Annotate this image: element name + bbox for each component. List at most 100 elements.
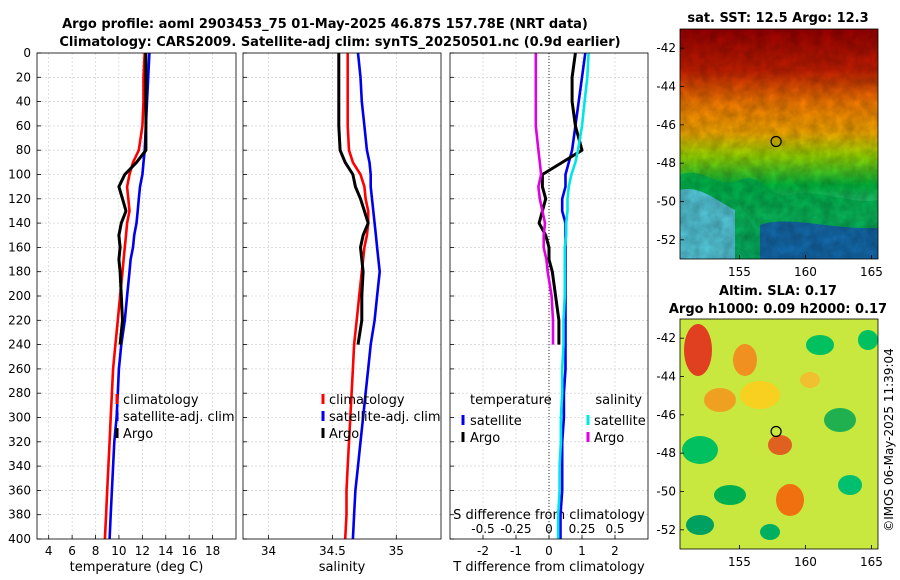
secondary-tick-label: -0.25 xyxy=(500,522,531,536)
plot-frame xyxy=(242,52,442,540)
map-x-tick-label: 165 xyxy=(860,265,883,279)
secondary-axis-label: S difference from climatology xyxy=(453,508,645,523)
x-axis-label: T difference from climatology xyxy=(452,560,645,575)
legend-label: Argo xyxy=(329,427,359,442)
map-y-tick-label: -42 xyxy=(656,41,676,55)
y-tick-label: 220 xyxy=(8,313,31,327)
series-line-s-satellite xyxy=(556,52,590,539)
sla-blob xyxy=(682,436,718,464)
sst-map-frame xyxy=(679,28,879,260)
series-line-s-argo xyxy=(534,53,555,345)
x-tick-label: 12 xyxy=(135,544,150,558)
map-y-tick-label: -48 xyxy=(656,446,676,460)
series-line-climatology xyxy=(343,53,370,540)
map-x-tick-label: 155 xyxy=(728,265,751,279)
legend-label: Argo xyxy=(470,431,500,446)
x-tick-label: 6 xyxy=(68,544,76,558)
y-tick-label: 100 xyxy=(8,168,31,182)
x-axis-label: salinity xyxy=(319,560,366,575)
x-tick-label: 16 xyxy=(182,544,197,558)
difference-panel: -2 -1 0 1 2 T difference from climatology S di… xyxy=(449,52,649,575)
sla-blob xyxy=(733,344,757,376)
sla-map-field xyxy=(680,319,878,549)
salinity-panel: 34 34.5 35 salinity climatology satellite-adj… xyxy=(242,52,442,575)
legend-title-salinity: salinity xyxy=(595,393,642,408)
y-tick-label: 380 xyxy=(8,508,31,522)
y-tick-label: 360 xyxy=(8,483,31,497)
y-tick-label: 160 xyxy=(8,240,31,254)
sst-map: 155 160 165 -42 -44 -46 -48 -50 -52 xyxy=(656,28,883,279)
x-tick-label: 18 xyxy=(205,544,220,558)
sst-argo-marker xyxy=(770,135,782,148)
series-line-satellite-adj-clim xyxy=(351,52,382,540)
legend-label: Argo xyxy=(594,431,624,446)
sla-blob xyxy=(806,335,834,355)
sla-blob xyxy=(714,485,746,505)
x-tick-label: -1 xyxy=(510,544,522,558)
x-tick-label: -2 xyxy=(477,544,489,558)
y-tick-label: 240 xyxy=(8,338,31,352)
x-axis-label: temperature (deg C) xyxy=(70,560,204,575)
map-y-tick-label: -44 xyxy=(656,80,676,94)
series-line-t-argo xyxy=(537,52,584,345)
secondary-tick-label: 0 xyxy=(545,522,553,536)
title-line-2: Climatology: CARS2009. Satellite-adj cli… xyxy=(59,35,620,50)
credit-text: ©IMOS 06-May-2025 11:39:04 xyxy=(882,348,896,532)
map-y-tick-label: -48 xyxy=(656,156,676,170)
y-tick-label: 320 xyxy=(8,435,31,449)
secondary-tick-label: -0.5 xyxy=(471,522,494,536)
temperature-panel: 0 20 40 60 80 100 120 140 160 180 200 220 240 260 280 3… xyxy=(8,46,237,575)
sla-blob xyxy=(858,330,878,350)
series-line-climatology xyxy=(103,52,146,540)
legend-label: climatology xyxy=(329,393,405,408)
sla-blob xyxy=(776,484,804,516)
y-tick-label: 260 xyxy=(8,362,31,376)
map-y-tick-label: -52 xyxy=(656,233,676,247)
y-tick-label: 340 xyxy=(8,459,31,473)
sla-argo-marker xyxy=(770,425,782,438)
sla-map-frame xyxy=(679,318,879,550)
y-tick-label: 200 xyxy=(8,289,31,303)
map-y-tick-label: -46 xyxy=(656,408,676,422)
title-line-1: Argo profile: aoml 2903453_75 01-May-202… xyxy=(62,17,588,32)
x-tick-label: 2 xyxy=(611,544,619,558)
sla-map-title-2: Argo h1000: 0.09 h2000: 0.17 xyxy=(669,302,887,317)
y-tick-label: 280 xyxy=(8,386,31,400)
x-tick-label: 34.5 xyxy=(319,544,346,558)
sla-map-axes: 155 160 165 -42 -44 -46 -48 -50 -52 xyxy=(656,331,882,569)
x-tick-label: 10 xyxy=(111,544,126,558)
x-tick-label: 0 xyxy=(545,544,553,558)
y-tick-label: 120 xyxy=(8,192,31,206)
x-tick-label: 8 xyxy=(92,544,100,558)
y-tick-label: 300 xyxy=(8,411,31,425)
legend-title-temperature: temperature xyxy=(470,393,552,408)
map-y-tick-label: -44 xyxy=(656,370,676,384)
sla-blob xyxy=(684,324,712,376)
map-x-tick-label: 160 xyxy=(794,265,817,279)
sst-texture xyxy=(680,29,878,259)
sla-blob xyxy=(704,388,736,412)
legend-label: satellite-adj. clim xyxy=(329,410,441,425)
y-tick-label: 80 xyxy=(16,143,31,157)
sla-blob xyxy=(686,515,714,535)
y-tick-label: 140 xyxy=(8,216,31,230)
sla-map: 155 160 165 -42 -44 -46 -48 -50 -52 xyxy=(656,318,883,569)
sst-map-axes: 155 160 165 -42 -44 -46 -48 -50 -52 xyxy=(656,41,882,279)
sla-blob xyxy=(824,408,856,432)
sla-blob xyxy=(838,475,862,495)
secondary-tick-label: 0.5 xyxy=(605,522,624,536)
map-x-tick-label: 160 xyxy=(794,555,817,569)
x-tick-label: 4 xyxy=(45,544,53,558)
y-tick-label: 180 xyxy=(8,265,31,279)
x-tick-label: 34 xyxy=(261,544,276,558)
legend-label: satellite xyxy=(470,414,522,429)
x-tick-label: 14 xyxy=(158,544,173,558)
sla-blob xyxy=(768,435,792,455)
map-y-tick-label: -50 xyxy=(656,485,676,499)
sst-map-title: sat. SST: 12.5 Argo: 12.3 xyxy=(687,11,868,26)
sla-blob xyxy=(760,524,780,540)
x-tick-label: 1 xyxy=(578,544,586,558)
legend-label: climatology xyxy=(123,393,199,408)
sla-blob xyxy=(740,381,780,409)
